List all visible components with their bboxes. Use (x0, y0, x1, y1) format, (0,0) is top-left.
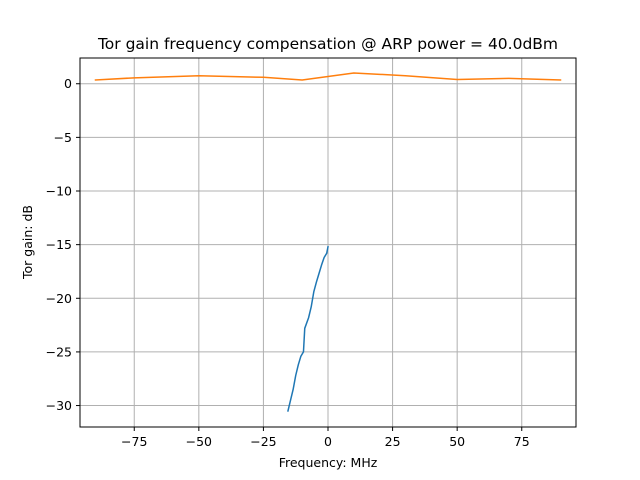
grid-lines (80, 58, 576, 427)
y-axis-label: Tor gain: dB (20, 205, 35, 280)
y-tick-label: −30 (46, 398, 72, 413)
x-tick-label: −75 (121, 434, 147, 449)
series-line-2 (94, 72, 562, 81)
y-tick-label: −5 (54, 130, 72, 145)
y-tick-label: −20 (46, 291, 72, 306)
x-tick-label: 0 (324, 434, 332, 449)
y-axis-ticks: 0 −5 −10 −15 −20 −25 −30 (46, 76, 80, 413)
x-tick-label: 75 (514, 434, 530, 449)
x-axis-label: Frequency: MHz (279, 455, 378, 470)
y-tick-label: −10 (46, 184, 72, 199)
x-tick-label: −50 (186, 434, 212, 449)
x-tick-label: 50 (449, 434, 465, 449)
x-tick-label: −25 (250, 434, 276, 449)
x-axis-ticks: −75 −50 −25 0 25 50 75 (121, 427, 530, 449)
series-line-1 (287, 245, 329, 412)
y-tick-label: −25 (46, 344, 72, 359)
series-layer (94, 72, 562, 412)
x-tick-label: 25 (385, 434, 401, 449)
y-tick-label: 0 (64, 76, 72, 91)
chart-title: Tor gain frequency compensation @ ARP po… (97, 35, 558, 53)
y-tick-label: −15 (46, 237, 72, 252)
